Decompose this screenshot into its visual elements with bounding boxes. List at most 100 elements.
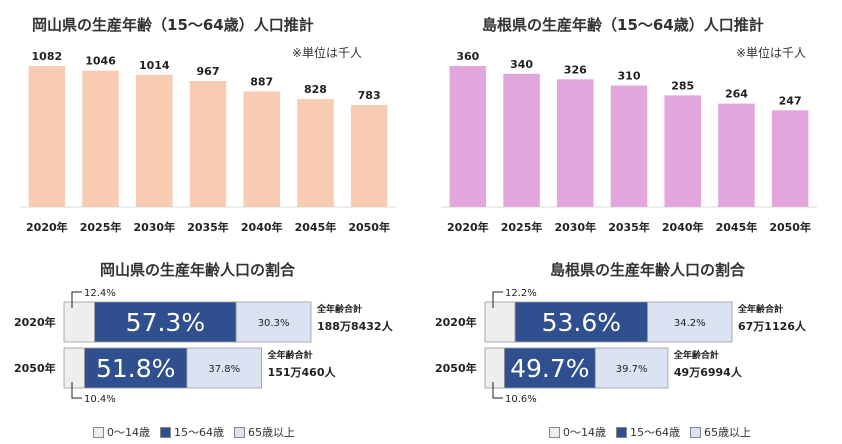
- segment-label-65-plus: 34.2%: [674, 318, 706, 329]
- segment-label-0-14: 10.6%: [505, 394, 537, 405]
- x-tick-label: 2020年: [26, 220, 68, 234]
- bar: [297, 99, 334, 207]
- bar-value-label: 828: [304, 83, 327, 96]
- segment-label-15-64: 51.8%: [96, 354, 175, 383]
- x-tick-label: 2045年: [716, 220, 758, 234]
- bar-value-label: 285: [671, 79, 694, 92]
- x-tick-label: 2050年: [348, 220, 390, 234]
- shimane-legend: 0～14歳 15～64歳 65歳以上: [549, 424, 751, 440]
- callout-leader: [71, 291, 82, 308]
- x-tick-label: 2045年: [295, 220, 337, 234]
- segment-label-0-14: 10.4%: [84, 394, 116, 405]
- okayama-legend: 0～14歳 15～64歳 65歳以上: [93, 424, 295, 440]
- x-tick-label: 2035年: [187, 220, 229, 234]
- bar: [28, 66, 66, 207]
- legend-label: 65歳以上: [248, 426, 295, 439]
- shimane-stack-title: 島根県の生産年齢人口の割合: [550, 261, 746, 279]
- x-tick-label: 2030年: [554, 220, 596, 234]
- stack-segment: [594, 347, 669, 389]
- stack-segment: [63, 347, 85, 389]
- segment-label-65-plus: 39.7%: [616, 364, 648, 375]
- legend-item-65-plus: 65歳以上: [690, 424, 751, 440]
- x-tick-label: 2020年: [447, 220, 489, 234]
- total-value: 188万8432人: [317, 319, 394, 333]
- segment-label-65-plus: 30.3%: [258, 318, 290, 329]
- bar: [243, 91, 280, 207]
- segment-label-0-14: 12.4%: [84, 288, 116, 299]
- bar: [449, 66, 487, 207]
- bar-value-label: 783: [358, 89, 381, 102]
- total-label: 全年齢合計: [267, 349, 313, 361]
- segment-label-15-64: 53.6%: [542, 308, 621, 337]
- bar-value-label: 360: [456, 50, 479, 63]
- total-label: 全年齢合計: [737, 303, 783, 315]
- bar-value-label: 340: [510, 58, 533, 71]
- legend-item-15-64: 15～64歳: [160, 424, 224, 440]
- okayama-stacked-chart: 2020年 57.3% 30.3% 12.4% 全年齢合計 188万8432人 2050年 5…: [14, 288, 394, 405]
- okayama-unit-note: ※単位は千人: [292, 46, 363, 60]
- callout-leader: [492, 382, 503, 399]
- stack-segment: [63, 301, 96, 343]
- total-label: 全年齢合計: [316, 303, 362, 315]
- bar-value-label: 326: [564, 63, 587, 76]
- okayama-bar-chart: 1082 2020年 1046 2025年 1014 2030年 967 2035年 887 20…: [20, 50, 396, 234]
- bar: [718, 103, 755, 207]
- stack-segment: [484, 301, 516, 343]
- row-label: 2020年: [14, 315, 56, 329]
- bar-value-label: 1046: [85, 55, 116, 68]
- total-label: 全年齢合計: [673, 349, 719, 361]
- stack-segment: [647, 301, 733, 343]
- row-label: 2050年: [14, 361, 56, 375]
- legend-label: 15～64歳: [630, 426, 680, 439]
- callout-leader: [71, 382, 82, 399]
- bar: [610, 85, 648, 207]
- legend-item-65-plus: 65歳以上: [234, 424, 295, 440]
- legend-label: 65歳以上: [704, 426, 751, 439]
- legend-item-15-64: 15～64歳: [616, 424, 680, 440]
- bar-value-label: 310: [618, 70, 641, 83]
- bar-value-label: 887: [250, 75, 273, 88]
- bar-value-label: 967: [197, 65, 220, 78]
- x-tick-label: 2040年: [241, 220, 283, 234]
- legend-item-0-14: 0～14歳: [549, 424, 606, 440]
- stack-segment: [94, 301, 237, 343]
- x-tick-label: 2035年: [608, 220, 650, 234]
- shimane-bar-chart: 360 2020年 340 2025年 326 2030年 310 2035年 285 2040年…: [441, 50, 817, 234]
- legend-label: 15～64歳: [174, 426, 224, 439]
- x-tick-label: 2025年: [80, 220, 122, 234]
- bar-value-label: 247: [779, 94, 802, 107]
- shimane-unit-note: ※単位は千人: [736, 46, 807, 60]
- bar: [189, 80, 227, 207]
- segment-label-15-64: 49.7%: [510, 354, 589, 383]
- okayama-stack-title: 岡山県の生産年齢人口の割合: [100, 261, 296, 279]
- segment-label-65-plus: 37.8%: [208, 364, 240, 375]
- x-tick-label: 2040年: [662, 220, 704, 234]
- bar: [557, 79, 594, 207]
- bar-value-label: 1082: [32, 50, 63, 63]
- stack-segment: [503, 347, 596, 389]
- okayama-bar-title: 岡山県の生産年齢（15～64歳）人口推計: [32, 16, 314, 34]
- total-value: 49万6994人: [674, 365, 743, 379]
- bar: [664, 95, 701, 207]
- x-tick-label: 2025年: [501, 220, 543, 234]
- bar: [82, 70, 119, 207]
- row-label: 2020年: [435, 315, 477, 329]
- bar-value-label: 1014: [139, 59, 170, 72]
- total-value: 151万460人: [268, 365, 337, 379]
- shimane-bar-title: 島根県の生産年齢（15～64歳）人口推計: [482, 16, 764, 34]
- stack-segment: [514, 301, 648, 343]
- row-label: 2050年: [435, 361, 477, 375]
- total-value: 67万1126人: [738, 319, 807, 333]
- stack-segment: [484, 347, 505, 389]
- stack-segment: [186, 347, 262, 389]
- bar: [503, 73, 540, 207]
- bar-value-label: 264: [725, 88, 748, 101]
- bar: [136, 74, 173, 208]
- shimane-stacked-chart: 2020年 53.6% 34.2% 12.2% 全年齢合計 67万1126人 2050年 49…: [435, 288, 807, 405]
- legend-label: 0～14歳: [107, 426, 150, 439]
- x-tick-label: 2030年: [133, 220, 175, 234]
- segment-label-15-64: 57.3%: [126, 308, 205, 337]
- legend-label: 0～14歳: [563, 426, 606, 439]
- bar: [771, 110, 809, 207]
- stack-segment: [235, 301, 312, 343]
